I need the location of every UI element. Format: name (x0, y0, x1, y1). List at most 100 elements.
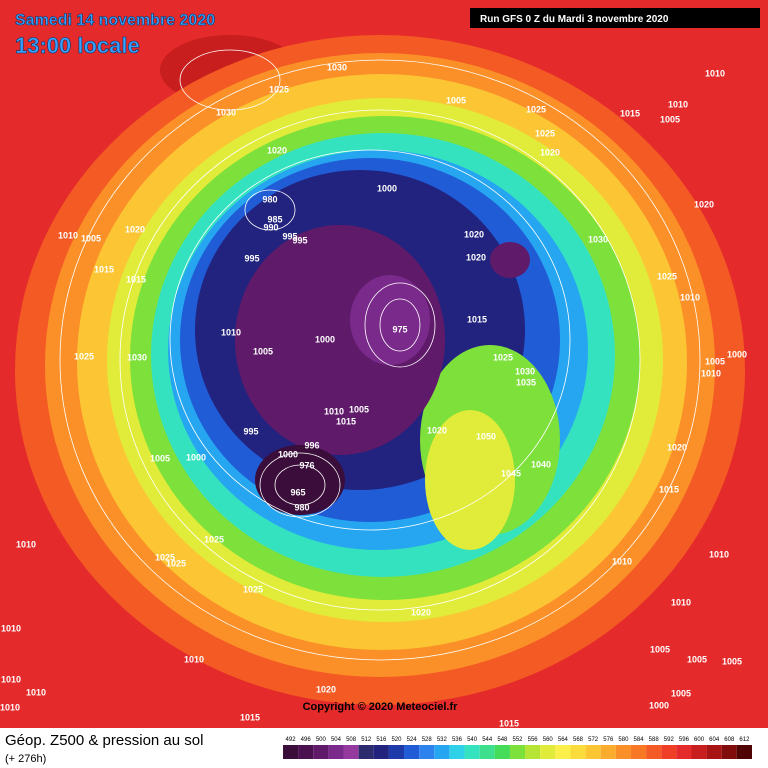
isobar-label: 1005 (687, 654, 707, 664)
legend-label: 512 (361, 737, 372, 743)
legend-swatch (313, 745, 329, 759)
isobar-label: 1015 (240, 712, 260, 722)
isobar-label: 1030 (216, 107, 236, 117)
isobar-label: 1015 (620, 108, 640, 118)
isobar-label: 1005 (253, 346, 273, 356)
legend-swatch (555, 745, 571, 759)
legend-label: 500 (316, 737, 327, 743)
isobar-label: 1010 (58, 230, 78, 240)
isobar-label: 976 (299, 460, 314, 470)
legend-label: 608 (724, 737, 735, 743)
legend-label: 580 (618, 737, 629, 743)
z500-bands (15, 35, 745, 705)
isobar-label: 1025 (155, 552, 175, 562)
isobar-label: 1025 (204, 534, 224, 544)
isobar-label: 985 (267, 214, 282, 224)
isobar-label: 1020 (667, 442, 687, 452)
isobar-labels: 1030102510301020100510251025102010151010… (0, 62, 747, 728)
isobar-label: 1000 (315, 334, 335, 344)
isobar-label: 1010 (709, 549, 729, 559)
legend-label: 588 (649, 737, 660, 743)
legend-swatch (600, 745, 616, 759)
isobar-label: 1000 (377, 183, 397, 193)
legend-label: 572 (588, 737, 599, 743)
legend-label: 520 (391, 737, 402, 743)
legend-label: 528 (422, 737, 433, 743)
legend-label: 556 (528, 737, 539, 743)
isobar-label: 1000 (649, 700, 669, 710)
legend-swatch (540, 745, 556, 759)
isobar-label: 1010 (221, 327, 241, 337)
legend-label: 516 (376, 737, 387, 743)
legend-swatch (479, 745, 495, 759)
isobar-label: 1000 (186, 452, 206, 462)
isobar-label: 1010 (324, 406, 344, 416)
isobar-label: 1005 (446, 95, 466, 105)
legend-label: 536 (452, 737, 463, 743)
legend-swatch (509, 745, 526, 759)
isobar-label: 990 (263, 222, 278, 232)
isobar-label: 995 (292, 235, 307, 245)
isobar-label: 1025 (493, 352, 513, 362)
legend-label: 584 (634, 737, 645, 743)
isobar-label: 1035 (516, 377, 536, 387)
isobar-label: 1000 (727, 349, 747, 359)
isobar-label: 1020 (540, 147, 560, 157)
legend-label: 552 (512, 737, 523, 743)
isobar-label: 1025 (535, 128, 555, 138)
legend-swatch (676, 745, 692, 759)
isobar-label: 1015 (126, 274, 146, 284)
isobar-label: 1010 (1, 623, 21, 633)
isobar-label: 1005 (660, 114, 680, 124)
run-box (470, 8, 760, 28)
isobar-label: 1045 (501, 468, 521, 478)
legend-label: 504 (331, 737, 342, 743)
isobar-label: 1025 (657, 271, 677, 281)
isobar-label: 995 (243, 426, 258, 436)
legend-swatch (343, 745, 359, 759)
run-info: Run GFS 0 Z du Mardi 3 novembre 2020 (480, 14, 669, 25)
legend-swatch (283, 745, 299, 759)
isobar-label: 1020 (466, 252, 486, 262)
isobar-label: 1010 (26, 687, 46, 697)
isobar-label: 1010 (671, 597, 691, 607)
legend-label: 496 (301, 737, 312, 743)
legend-swatch (661, 745, 677, 759)
isobar-label: 1030 (515, 366, 535, 376)
legend-swatch (494, 745, 510, 759)
legend-swatch (691, 745, 707, 759)
isobar-label: 1005 (650, 644, 670, 654)
isobar-label: 1000 (278, 449, 298, 459)
isobar-label: 1010 (1, 674, 21, 684)
isobar-label: 1030 (588, 234, 608, 244)
legend-swatch (419, 745, 435, 759)
isobar-label: 975 (392, 324, 407, 334)
color-legend: 492 496 500 504 508 512 516 520 524 528 532 536 540 5… (283, 737, 752, 759)
legend-label: 544 (482, 737, 493, 743)
isobar-label: 1010 (668, 99, 688, 109)
legend-label: 508 (346, 737, 357, 743)
isobar-label: 980 (294, 502, 309, 512)
isobar-label: 1005 (150, 453, 170, 463)
isobar-label: 1025 (166, 558, 186, 568)
isobar-label: 1025 (526, 104, 546, 114)
legend-swatch (434, 745, 450, 759)
legend-swatch (570, 745, 586, 759)
legend-label: 548 (497, 737, 508, 743)
isobar-label: 1015 (94, 264, 114, 274)
legend-label: 524 (407, 737, 418, 743)
isobar-label: 1050 (476, 431, 496, 441)
isobar-label: 1020 (464, 229, 484, 239)
isobars (59, 49, 701, 661)
legend-swatch (630, 745, 647, 759)
isobar-label: 995 (282, 231, 297, 241)
isobar-label: 1020 (694, 199, 714, 209)
isobar-label: 1005 (671, 688, 691, 698)
legend-swatch (721, 745, 737, 759)
legend-label: 612 (739, 737, 750, 743)
isobar-label: 1005 (81, 233, 101, 243)
legend-label: 568 (573, 737, 584, 743)
legend-label: 592 (664, 737, 675, 743)
